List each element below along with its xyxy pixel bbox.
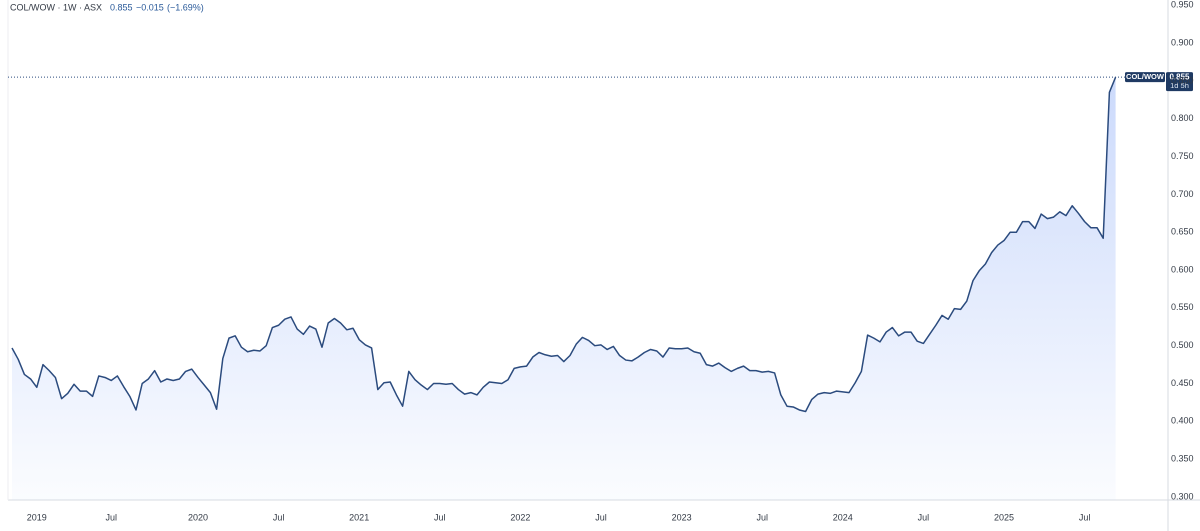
- y-tick-label: 0.450: [1171, 378, 1194, 388]
- x-tick-label: 2019: [27, 512, 47, 522]
- header-change: −0.015: [136, 2, 164, 12]
- countdown: 1d 5h: [1170, 81, 1189, 90]
- header: COL/WOW · 1W · ASX 0.855 −0.015 (−1.69%): [10, 2, 204, 12]
- y-tick-label: 0.700: [1171, 189, 1194, 199]
- area-fill: [12, 77, 1116, 500]
- x-tick-label: Jul: [273, 512, 285, 522]
- x-tick-label: 2020: [188, 512, 208, 522]
- y-tick-label: 0.350: [1171, 454, 1194, 464]
- y-tick-label: 0.750: [1171, 151, 1194, 161]
- y-tick-label: 0.950: [1171, 0, 1194, 10]
- price-tag-bg: [1166, 72, 1193, 92]
- x-tick-label: 2023: [672, 512, 692, 522]
- x-tick-label: Jul: [105, 512, 117, 522]
- plot: [11, 76, 1117, 500]
- price-line: [11, 76, 1117, 413]
- y-tick-label: 0.800: [1171, 113, 1194, 123]
- x-tick-label: 2025: [994, 512, 1014, 522]
- header-price: 0.855: [110, 2, 133, 12]
- y-tick-label: 0.400: [1171, 416, 1194, 426]
- x-tick-label: Jul: [1079, 512, 1091, 522]
- y-tick-label: 0.900: [1171, 37, 1194, 47]
- x-tick-label: 2024: [833, 512, 853, 522]
- x-tick-label: 2022: [510, 512, 530, 522]
- x-tick-label: 2021: [349, 512, 369, 522]
- y-tick-label: 0.500: [1171, 340, 1194, 350]
- y-tick-label: 0.650: [1171, 227, 1194, 237]
- y-tick-label: 0.850: [1171, 75, 1194, 85]
- price-tag: 0.855: [1169, 72, 1190, 81]
- symbol-tag: COL/WOW: [1126, 72, 1165, 81]
- x-tick-label: Jul: [595, 512, 607, 522]
- x-tick-label: Jul: [434, 512, 446, 522]
- y-tick-label: 0.300: [1171, 491, 1194, 501]
- x-tick-label: Jul: [918, 512, 930, 522]
- header-change-percent: (−1.69%): [167, 2, 204, 12]
- x-tick-label: Jul: [756, 512, 768, 522]
- y-tick-label: 0.600: [1171, 264, 1194, 274]
- chart-title: COL/WOW · 1W · ASX: [10, 2, 102, 12]
- y-tick-label: 0.550: [1171, 302, 1194, 312]
- symbol-tag-bg: [1125, 72, 1165, 83]
